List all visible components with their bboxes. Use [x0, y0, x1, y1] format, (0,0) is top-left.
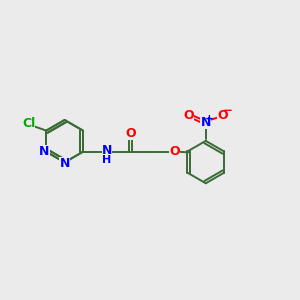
Text: Cl: Cl: [22, 117, 35, 130]
Text: O: O: [218, 109, 228, 122]
Text: O: O: [184, 109, 194, 122]
Text: N: N: [59, 157, 70, 170]
Text: −: −: [223, 104, 233, 117]
Text: N: N: [201, 116, 211, 129]
Text: N: N: [39, 145, 50, 158]
Text: O: O: [125, 127, 136, 140]
Text: H: H: [103, 155, 112, 165]
Text: O: O: [169, 145, 180, 158]
Text: N: N: [102, 144, 112, 158]
Text: +: +: [205, 114, 214, 124]
